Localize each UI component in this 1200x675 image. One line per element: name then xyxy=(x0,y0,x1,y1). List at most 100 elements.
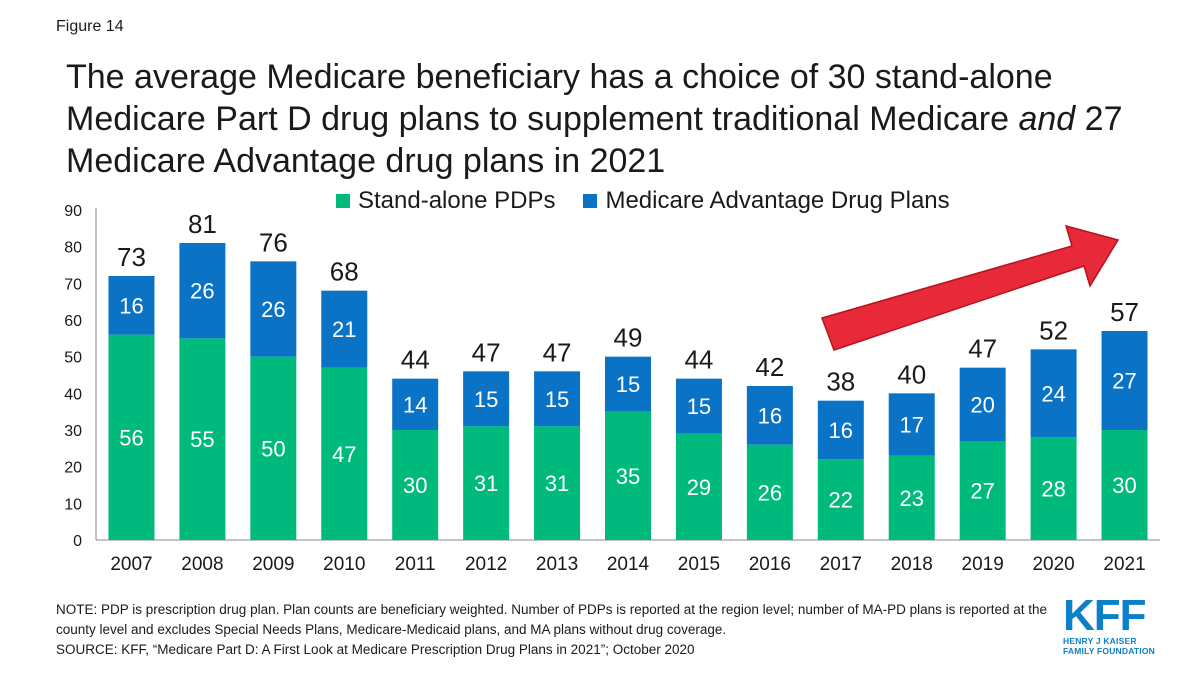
x-tick-label: 2014 xyxy=(607,554,650,575)
bar-pdp-2015 xyxy=(675,433,722,540)
data-label-total: 52 xyxy=(1039,315,1068,345)
data-label-total: 38 xyxy=(826,367,855,397)
data-label-ma: 15 xyxy=(616,372,640,397)
bar-pdp-2014 xyxy=(605,411,651,540)
logo-line1: HENRY J KAISER xyxy=(1063,636,1137,646)
data-label-pdp: 30 xyxy=(403,473,427,498)
stacked-bar-chart: 0 10 20 30 40 50 60 70 80 90 56 16 73 2007 55 26 81 2008 5… xyxy=(64,203,1160,575)
bar-pdp-2011 xyxy=(392,430,439,540)
data-label-ma: 27 xyxy=(1112,369,1136,394)
legend-item-pdp: Stand-alone PDPs xyxy=(336,187,555,215)
x-tick-label: 2021 xyxy=(1103,554,1145,575)
bar-ma-2016 xyxy=(746,386,793,445)
bar-ma-2011 xyxy=(392,378,439,430)
bar-pdp-2009 xyxy=(250,356,297,540)
bar-ma-2008 xyxy=(179,243,226,339)
data-label-total: 44 xyxy=(401,345,430,375)
y-tick-label: 70 xyxy=(64,276,82,293)
data-label-total: 76 xyxy=(259,227,288,257)
legend-label-ma: Medicare Advantage Drug Plans xyxy=(605,187,950,214)
data-label-ma: 24 xyxy=(1041,381,1065,406)
y-tick-label: 10 xyxy=(64,496,82,513)
bar-pdp-2017 xyxy=(817,459,864,540)
figure-label: Figure 14 xyxy=(56,18,124,35)
x-tick-label: 2018 xyxy=(891,554,933,575)
x-tick-label: 2019 xyxy=(962,554,1004,575)
trend-arrow-icon xyxy=(821,224,1120,351)
x-tick-label: 2013 xyxy=(536,554,578,575)
bar-ma-2013 xyxy=(534,371,581,427)
bar-ma-2015 xyxy=(675,378,722,434)
legend-swatch-pdp xyxy=(336,194,350,208)
data-label-ma: 17 xyxy=(899,413,923,438)
bar-ma-2021 xyxy=(1101,331,1148,430)
title-emphasis: and xyxy=(1018,100,1076,138)
legend-label-pdp: Stand-alone PDPs xyxy=(358,187,556,214)
bar-ma-2018 xyxy=(888,393,935,456)
data-label-total: 81 xyxy=(188,209,217,239)
bar-ma-2010 xyxy=(321,290,368,368)
x-tick-label: 2017 xyxy=(820,554,862,575)
bar-pdp-2021 xyxy=(1101,430,1148,540)
data-label-total: 40 xyxy=(897,359,926,389)
x-tick-label: 2015 xyxy=(678,554,720,575)
y-tick-label: 30 xyxy=(64,423,82,440)
y-tick-label: 90 xyxy=(64,203,82,220)
y-tick-label: 40 xyxy=(64,386,82,403)
x-tick-label: 2010 xyxy=(323,554,365,575)
data-label-total: 57 xyxy=(1110,297,1139,327)
note-text: NOTE: PDP is prescription drug plan. Pla… xyxy=(56,602,1047,637)
bar-ma-2014 xyxy=(605,356,651,412)
x-tick-label: 2009 xyxy=(252,554,294,575)
bar-pdp-2018 xyxy=(888,455,935,540)
data-label-pdp: 30 xyxy=(1112,473,1136,498)
bar-ma-2009 xyxy=(250,261,297,357)
x-tick-label: 2011 xyxy=(395,554,436,575)
y-tick-label: 0 xyxy=(73,533,82,550)
data-label-pdp: 35 xyxy=(616,464,640,489)
source-text: SOURCE: KFF, “Medicare Part D: A First L… xyxy=(56,642,695,657)
data-label-pdp: 27 xyxy=(970,479,994,504)
y-tick-label: 50 xyxy=(64,350,82,367)
data-label-pdp: 23 xyxy=(899,486,923,511)
bar-ma-2012 xyxy=(463,371,510,427)
data-label-pdp: 55 xyxy=(190,427,214,452)
data-label-ma: 16 xyxy=(758,403,782,428)
logo-line2: FAMILY FOUNDATION xyxy=(1063,646,1156,656)
data-label-ma: 15 xyxy=(687,394,711,419)
data-label-ma: 26 xyxy=(261,297,285,322)
x-tick-label: 2016 xyxy=(749,554,791,575)
footnotes: NOTE: PDP is prescription drug plan. Pla… xyxy=(56,600,1056,660)
x-tick-label: 2012 xyxy=(465,554,507,575)
data-label-ma: 16 xyxy=(829,418,853,443)
data-label-total: 44 xyxy=(684,345,713,375)
data-label-total: 49 xyxy=(614,323,643,353)
logo-mark: KFF xyxy=(1063,591,1147,640)
title-part1: The average Medicare beneficiary has a c… xyxy=(66,58,1053,138)
data-label-total: 73 xyxy=(117,242,146,272)
legend-item-ma: Medicare Advantage Drug Plans xyxy=(583,187,950,215)
y-tick-label: 20 xyxy=(64,460,82,477)
data-label-total: 68 xyxy=(330,257,359,287)
bar-ma-2019 xyxy=(959,367,1006,441)
data-label-pdp: 50 xyxy=(261,436,285,461)
data-label-pdp: 47 xyxy=(332,442,356,467)
bar-ma-2007 xyxy=(108,276,155,335)
chart-legend: Stand-alone PDPs Medicare Advantage Drug… xyxy=(336,187,950,215)
data-label-pdp: 28 xyxy=(1041,477,1065,502)
data-label-ma: 15 xyxy=(474,387,498,412)
data-label-pdp: 56 xyxy=(119,425,143,450)
data-label-total: 47 xyxy=(472,337,501,367)
bar-ma-2017 xyxy=(817,400,864,460)
kff-logo: KFF HENRY J KAISER FAMILY FOUNDATION xyxy=(1063,591,1163,657)
y-tick-label: 80 xyxy=(64,240,82,257)
data-label-total: 42 xyxy=(755,352,784,382)
data-label-ma: 16 xyxy=(119,293,143,318)
bar-pdp-2007 xyxy=(108,334,155,540)
data-label-pdp: 26 xyxy=(758,480,782,505)
bar-pdp-2012 xyxy=(463,426,510,540)
data-label-pdp: 29 xyxy=(687,475,711,500)
bar-ma-2020 xyxy=(1030,349,1077,438)
data-label-total: 47 xyxy=(968,334,997,364)
bar-pdp-2008 xyxy=(179,338,226,540)
